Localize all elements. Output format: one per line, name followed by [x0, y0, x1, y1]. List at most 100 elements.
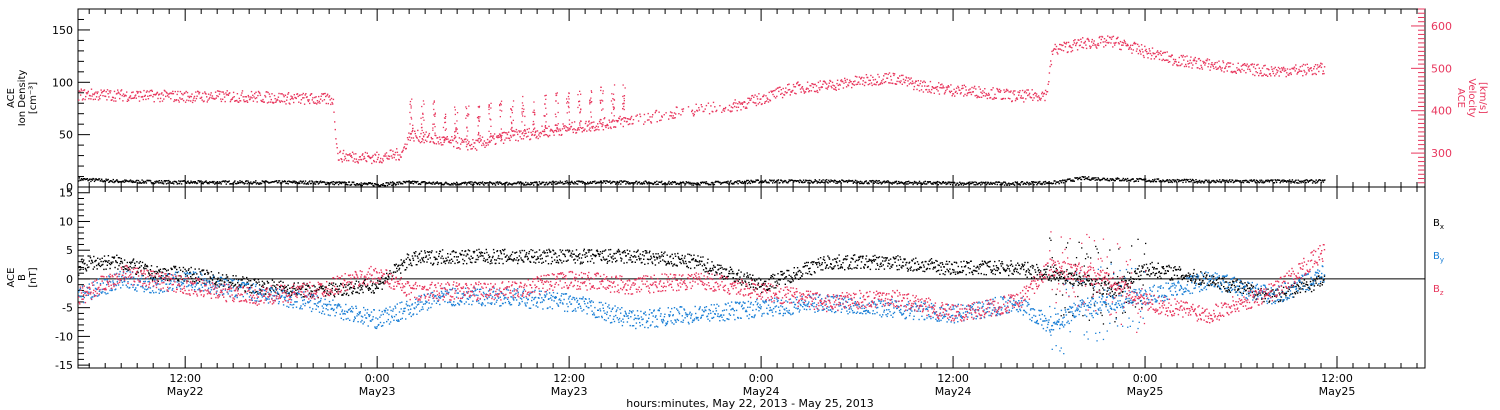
velocity-point [730, 111, 732, 113]
density-point [223, 180, 225, 182]
density-point [1011, 183, 1014, 185]
density-point [813, 181, 815, 183]
velocity-point [1038, 96, 1040, 99]
velocity-point [305, 93, 307, 95]
velocity-point [241, 92, 243, 94]
bx-point [399, 264, 401, 266]
velocity-point [896, 80, 898, 83]
velocity-point [499, 102, 502, 105]
bx-point [91, 260, 93, 262]
velocity-point [786, 91, 788, 94]
density-point [107, 178, 109, 181]
bx-point [212, 274, 214, 276]
bx-point [127, 269, 129, 272]
bx-point [112, 261, 114, 263]
velocity-point [509, 139, 511, 142]
velocity-point [575, 131, 578, 134]
velocity-point [415, 136, 418, 138]
velocity-point [420, 123, 423, 125]
velocity-point [625, 117, 627, 120]
velocity-point [142, 98, 144, 101]
density-point [1037, 181, 1039, 183]
density-point [80, 179, 82, 182]
velocity-point [1158, 51, 1160, 54]
velocity-point [883, 81, 885, 84]
bx-point [113, 256, 116, 258]
velocity-point [623, 120, 626, 122]
velocity-point [1050, 63, 1053, 66]
velocity-point [595, 129, 597, 131]
velocity-point [319, 102, 321, 104]
velocity-point [203, 100, 205, 102]
velocity-point [278, 92, 280, 95]
velocity-point [478, 119, 480, 121]
velocity-point [251, 97, 253, 99]
velocity-point [496, 135, 498, 137]
density-point [506, 181, 508, 184]
density-point [894, 180, 896, 183]
density-point [799, 179, 801, 181]
velocity-point [1076, 49, 1079, 51]
velocity-point [307, 99, 309, 101]
density-point [912, 183, 914, 186]
velocity-point [827, 86, 829, 88]
velocity-point [144, 94, 146, 97]
velocity-point [793, 86, 795, 88]
velocity-point [920, 80, 922, 82]
velocity-point [1272, 72, 1275, 75]
velocity-point [284, 94, 287, 96]
velocity-point [107, 93, 109, 95]
density-point [713, 183, 716, 186]
velocity-point [1206, 58, 1209, 60]
velocity-point [1262, 74, 1264, 77]
velocity-point [1192, 59, 1195, 62]
velocity-point [133, 97, 136, 99]
density-point [345, 183, 347, 186]
velocity-point [377, 156, 379, 159]
bx-point [239, 285, 242, 287]
bx-point [386, 272, 388, 275]
velocity-point [1253, 63, 1255, 66]
velocity-point [579, 112, 581, 114]
velocity-point [506, 133, 509, 136]
velocity-point [498, 136, 500, 138]
velocity-point [449, 139, 452, 141]
density-point [971, 181, 973, 183]
velocity-point [1318, 66, 1321, 68]
velocity-point [1255, 71, 1257, 73]
density-point [991, 183, 993, 185]
velocity-point [385, 155, 387, 157]
bx-point [355, 280, 358, 282]
velocity-point [364, 157, 366, 160]
velocity-point [190, 100, 192, 102]
density-point [386, 182, 388, 184]
velocity-point [1198, 57, 1200, 60]
bx-point [426, 261, 428, 263]
bx-point [374, 287, 377, 290]
velocity-point [1219, 65, 1221, 68]
density-point [184, 180, 186, 183]
velocity-point [172, 93, 175, 95]
density-point [690, 182, 692, 184]
bx-point [397, 265, 399, 267]
bx-point [104, 259, 106, 262]
velocity-point [545, 107, 547, 109]
bx-point [235, 278, 238, 280]
bx-point [286, 290, 288, 292]
bx-point [388, 272, 391, 275]
velocity-point [955, 90, 957, 93]
velocity-point [1164, 51, 1166, 54]
velocity-point [941, 83, 943, 85]
bx-point [263, 282, 265, 284]
density-point [1041, 183, 1043, 186]
density-point [267, 181, 269, 183]
density-point [846, 180, 848, 182]
density-point [522, 184, 525, 186]
density-point [750, 179, 752, 182]
density-point [685, 181, 687, 183]
velocity-point [1005, 90, 1007, 93]
density-point [1094, 179, 1096, 181]
velocity-point [600, 86, 602, 88]
velocity-point [165, 95, 167, 98]
density-point [843, 181, 845, 183]
